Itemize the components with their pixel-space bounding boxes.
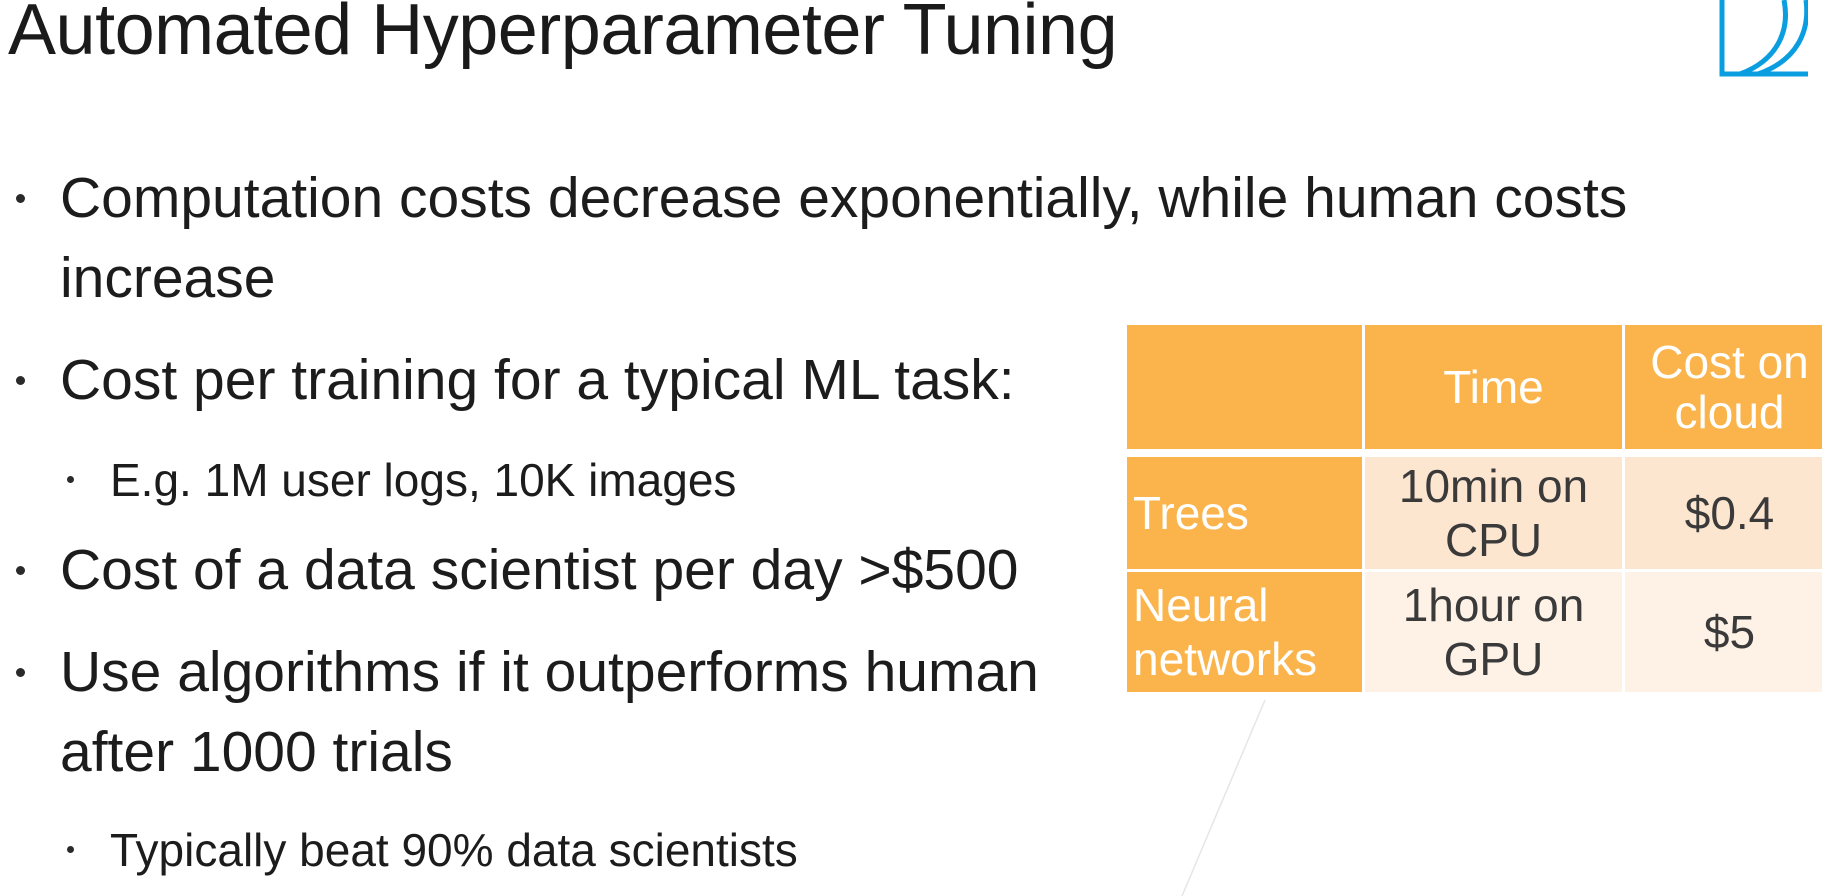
cost-comparison-table: Time Cost on cloud Trees 10min on CPU $0… — [1124, 322, 1822, 695]
time-cell: 1hour on GPU — [1362, 569, 1625, 695]
row-label-line: Neural — [1133, 579, 1269, 631]
table-header-time: Time — [1362, 322, 1625, 457]
row-label: Neural networks — [1124, 569, 1365, 695]
bullet-line: after 1000 trials — [60, 720, 453, 784]
bullet-item: Cost of a data scientist per day >$500 — [16, 530, 1019, 610]
time-cell: 10min on CPU — [1362, 451, 1625, 572]
bullet-dot-icon — [16, 668, 25, 677]
bullet-item: Use algorithms if it outperforms human a… — [16, 632, 1039, 792]
sub-bullet-item: Typically beat 90% data scientists — [67, 820, 798, 880]
header-line: Time — [1443, 361, 1544, 413]
table-row: Trees 10min on CPU $0.4 — [1124, 451, 1822, 572]
time-line: CPU — [1444, 514, 1543, 566]
bullet-line: Typically beat 90% data scientists — [110, 824, 798, 876]
bullet-line: E.g. 1M user logs, 10K images — [110, 454, 737, 506]
bullet-line: increase — [60, 246, 276, 310]
bracket-logo-icon — [1719, 0, 1808, 77]
bullet-dot-icon — [16, 566, 25, 575]
row-label-line: Trees — [1133, 487, 1249, 539]
bullet-line: Computation costs decrease exponentially… — [60, 166, 1628, 230]
header-line: Cost on — [1650, 336, 1809, 388]
bullet-item: Cost per training for a typical ML task: — [16, 340, 1015, 420]
sub-bullet-item: E.g. 1M user logs, 10K images — [67, 450, 737, 510]
bullet-item: Computation costs decrease exponentially… — [16, 158, 1628, 318]
bullet-line: Cost per training for a typical ML task: — [60, 348, 1015, 412]
row-label-line: networks — [1133, 633, 1318, 685]
table-row: Neural networks 1hour on GPU $5 — [1124, 569, 1822, 695]
bullet-line: Use algorithms if it outperforms human — [60, 640, 1039, 704]
bullet-line: Cost of a data scientist per day >$500 — [60, 538, 1019, 602]
bullet-dot-icon — [16, 194, 25, 203]
slide-title: Automated Hyperparameter Tuning — [8, 0, 1118, 70]
table-header-empty — [1124, 322, 1365, 457]
sub-bullet-dot-icon — [67, 476, 74, 483]
time-line: GPU — [1443, 633, 1544, 685]
header-line: cloud — [1674, 386, 1785, 438]
bullet-dot-icon — [16, 376, 25, 385]
table-header-cost: Cost on cloud — [1622, 322, 1822, 457]
sub-bullet-dot-icon — [67, 846, 74, 853]
cost-cell: $5 — [1622, 569, 1822, 695]
time-line: 10min on — [1398, 460, 1589, 512]
table-header-row: Time Cost on cloud — [1124, 322, 1822, 457]
row-label: Trees — [1124, 451, 1365, 572]
time-line: 1hour on — [1402, 579, 1585, 631]
cost-cell: $0.4 — [1622, 451, 1822, 572]
